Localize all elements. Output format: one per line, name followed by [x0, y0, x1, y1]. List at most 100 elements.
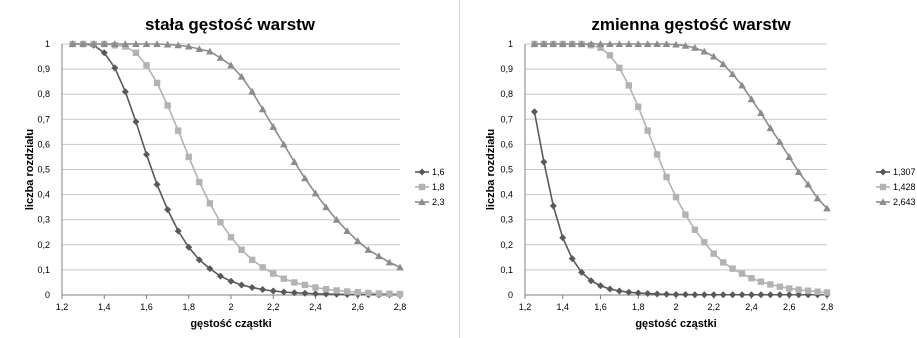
data-point — [587, 40, 595, 47]
x-tick-label: 2,8 — [394, 302, 407, 312]
data-point — [322, 203, 330, 211]
data-point — [597, 44, 604, 51]
y-tick-label: 0,7 — [37, 114, 50, 124]
data-point — [217, 219, 224, 226]
data-point — [738, 81, 746, 89]
x-tick-label: 2 — [673, 302, 678, 312]
x-tick-label: 1,8 — [182, 302, 195, 312]
data-point — [729, 265, 736, 272]
data-point — [196, 178, 203, 186]
data-point — [662, 40, 671, 47]
data-point — [280, 275, 288, 282]
data-point — [766, 124, 775, 132]
data-point — [332, 215, 341, 223]
data-point — [311, 189, 320, 197]
chart-panel-left: stała gęstość warstw 0 0,1 0,2 0,3 0,4 0,5 0,6 0… — [24, 0, 460, 338]
data-point — [396, 263, 404, 271]
legend-marker — [418, 198, 426, 205]
y-tick-label: 0,1 — [37, 265, 50, 275]
data-point — [615, 40, 624, 47]
x-axis-title: gęstość cząstki — [635, 318, 716, 330]
data-point — [568, 40, 576, 47]
data-point — [549, 202, 557, 210]
y-tick-label: 0,7 — [500, 114, 513, 124]
legend-label: 1,428 — [893, 182, 916, 192]
data-point — [795, 286, 802, 293]
data-point — [343, 288, 351, 295]
data-point — [540, 40, 548, 47]
data-point — [757, 278, 765, 285]
x-tick-label: 2,4 — [309, 302, 322, 312]
data-point — [269, 123, 278, 130]
data-point — [195, 45, 204, 53]
data-point — [216, 54, 225, 61]
data-point — [804, 180, 812, 188]
data-point — [757, 291, 765, 299]
data-point — [635, 103, 642, 110]
data-point — [682, 211, 689, 218]
series-1-307 — [530, 108, 831, 299]
data-point — [587, 277, 595, 285]
data-point — [153, 40, 161, 47]
data-point — [143, 62, 150, 69]
data-point — [634, 40, 643, 47]
y-tick-label: 0 — [508, 290, 513, 300]
data-point — [653, 40, 661, 47]
series-line — [534, 43, 828, 294]
data-point — [710, 250, 717, 257]
data-point — [184, 42, 193, 50]
data-point — [121, 88, 129, 96]
data-point — [729, 291, 737, 299]
data-point — [577, 40, 586, 47]
y-tick-label: 0,6 — [37, 139, 50, 149]
data-point — [312, 284, 319, 291]
data-point — [766, 291, 774, 299]
x-tick-label: 2,6 — [351, 302, 364, 312]
y-tick-label: 0,9 — [500, 64, 513, 74]
y-tick-label: 0,2 — [37, 240, 50, 250]
data-point — [238, 281, 246, 289]
x-tick-label: 1,6 — [140, 302, 153, 312]
legend-label: 2,3 — [432, 197, 445, 207]
x-axis-title: gęstość cząstki — [190, 318, 271, 330]
data-point — [757, 109, 765, 117]
data-point — [164, 102, 171, 109]
data-point — [691, 291, 699, 299]
data-point — [794, 168, 803, 176]
chart-constant-density: stała gęstość warstw 0 0,1 0,2 0,3 0,4 0,5 0,6 0… — [24, 15, 445, 330]
data-point — [100, 40, 109, 47]
data-point — [290, 289, 298, 297]
data-point — [540, 158, 548, 166]
data-point — [386, 290, 393, 297]
data-point — [776, 291, 784, 299]
data-point — [701, 239, 708, 246]
x-tick-label: 2,2 — [267, 302, 280, 312]
legend-item: 1,428 — [876, 182, 916, 192]
data-point — [132, 118, 140, 126]
data-point — [216, 272, 224, 280]
data-point — [185, 243, 193, 251]
data-point — [174, 127, 182, 134]
data-point — [365, 289, 372, 297]
data-point — [353, 237, 362, 245]
data-point — [530, 40, 539, 47]
y-tick-label: 0,4 — [37, 190, 50, 200]
x-tick-label: 1,4 — [98, 302, 111, 312]
data-point — [164, 206, 172, 214]
data-point — [615, 287, 623, 295]
x-tick-label: 2,8 — [821, 302, 834, 312]
data-point — [258, 105, 267, 113]
data-point — [709, 52, 718, 60]
y-tick-label: 0,5 — [37, 165, 50, 175]
data-point — [227, 61, 235, 69]
data-point — [767, 281, 774, 288]
data-point — [301, 289, 309, 297]
y-tick-label: 0,9 — [37, 64, 50, 74]
x-tick-label: 2,2 — [707, 302, 720, 312]
legend-item: 2,643 — [876, 197, 916, 207]
data-point — [738, 291, 746, 299]
data-point — [290, 158, 299, 165]
data-point — [280, 288, 288, 296]
data-point — [558, 40, 567, 47]
y-tick-label: 0,5 — [500, 165, 513, 175]
